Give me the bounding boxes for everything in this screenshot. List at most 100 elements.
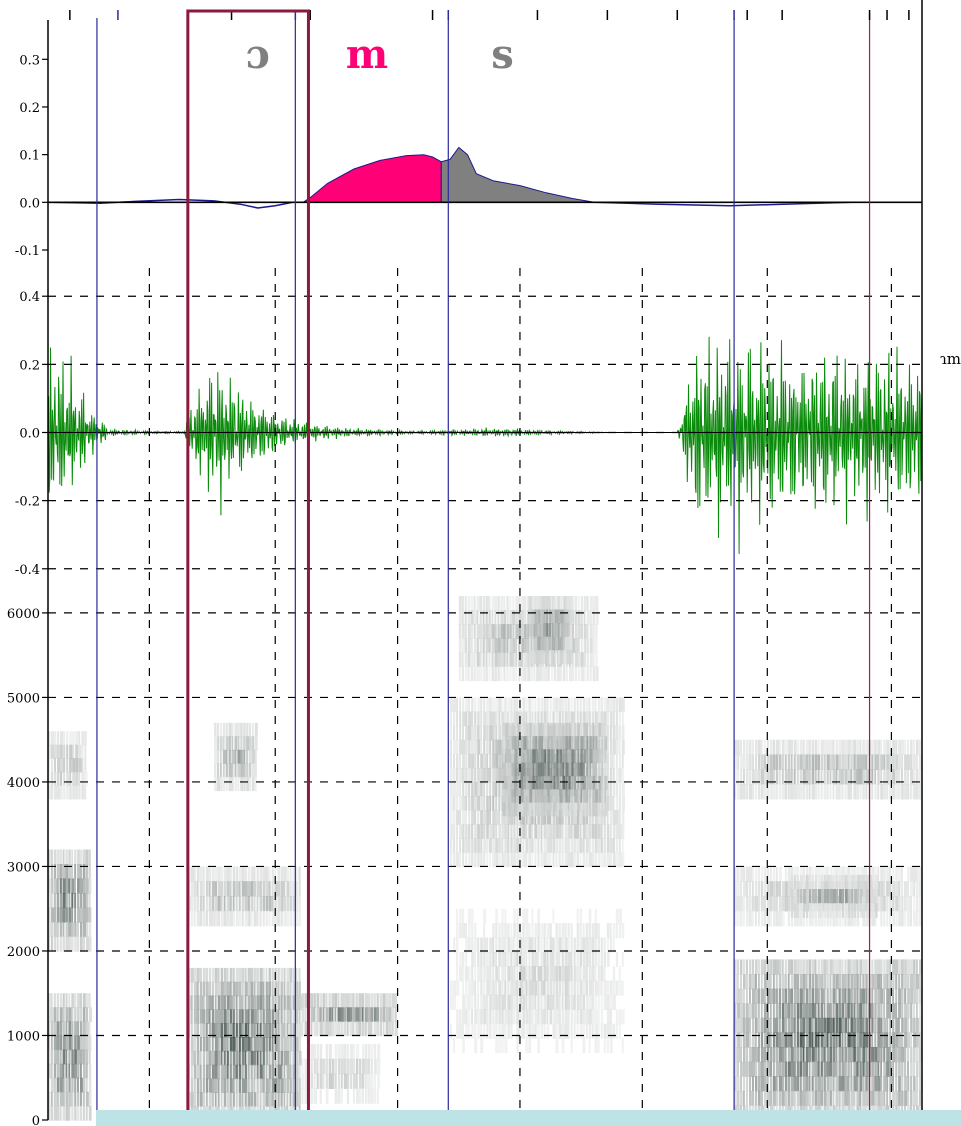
spectrogram-cell [564,838,568,854]
spectrogram-cell [220,1092,223,1107]
spectrogram-cell [847,1032,851,1048]
spectrogram-cell [844,974,847,990]
spectrogram-cell [256,967,259,983]
spectrogram-cell [557,596,560,611]
spectrogram-cell [190,967,194,983]
y-tick-label: 0 [32,1114,40,1126]
spectrogram-cell [546,994,550,1010]
spectrogram-cell [880,1061,882,1077]
spectrogram-cell [253,1078,256,1093]
selection-box[interactable] [186,9,310,1126]
spectrogram-cell [814,1047,818,1063]
spectrogram-cell [615,980,619,996]
spectrogram-cell [241,881,245,897]
spectrogram-cell [863,874,866,890]
spectrogram-cell [540,711,543,727]
spectrogram-cell [500,666,503,682]
spectrogram-cell [580,722,583,737]
spectrogram-cell [65,878,69,894]
spectrogram-cell [579,908,583,924]
spectrogram-cell [456,711,459,727]
spectrogram-cell [618,739,621,755]
spectrogram-cell [766,959,770,975]
spectrogram-cell [202,896,205,912]
spectrogram-cell [489,966,492,982]
spectrogram-cell [325,1058,328,1075]
spectrogram-cell [365,1058,369,1075]
spectrogram-cell [746,1061,749,1077]
spectrogram-cell [464,638,467,654]
spectrogram-cell [574,722,577,737]
spectrogram-cell [535,749,539,764]
spectrogram-cell [495,937,498,953]
spectrogram-cell [461,596,464,611]
spectrogram-cell [480,824,484,839]
spectrogram-cell [570,852,574,868]
selection-rectangle[interactable] [186,9,310,1126]
spectrogram-cell [760,1061,764,1077]
bottom-scrollbar[interactable] [96,1110,961,1126]
spectrogram-cell [609,852,612,868]
spectrogram-cell [889,988,892,1004]
spectrogram-cell [373,1007,377,1023]
spectrogram-cell [196,1037,199,1052]
spectrogram-cell [199,881,203,897]
spectrogram-cell [889,1017,891,1034]
spectrogram-cell [898,739,902,756]
spectrogram-cell [467,624,471,639]
spectrogram-cell [875,903,878,918]
spectrogram-cell [528,980,532,996]
spectrogram-cell [755,1090,758,1107]
spectrogram-cell [534,951,538,967]
spectrogram-cell [522,980,525,996]
spectrogram-cell [585,824,589,839]
spectrogram-cell [566,609,570,624]
spectrogram-cell [910,910,912,927]
spectrogram-cell [298,881,301,897]
spectrogram-cell [459,824,462,839]
y-tick-label: -0.4 [15,563,40,578]
spectrogram-cell [752,910,754,927]
spectrogram-cell [250,1078,254,1093]
spectrogram-cell [752,1032,755,1048]
spectrogram-cell [492,767,495,783]
spectrogram-cell [256,995,260,1010]
spectrogram-cell [772,739,776,756]
spectrogram-cell [498,810,501,825]
spectrogram-cell [544,775,548,790]
spectrogram-cell [574,652,578,668]
spectrogram-cell [474,767,477,783]
spectrogram-cell [232,967,235,983]
spectrogram-cell [543,697,547,713]
spectrogram-cell [853,739,857,756]
spectrogram-cell [280,910,283,927]
spectrogram-cell [588,697,591,713]
spectrogram-cell [775,1076,778,1092]
spectrogram-cell [561,838,564,854]
spectrogram-cell [489,1009,492,1025]
spectrogram-cell [913,974,916,990]
spectrogram-cell [758,1032,761,1048]
spectrogram-cell [77,893,80,909]
spectrogram-cell [56,864,60,880]
spectrogram-cell [743,988,745,1004]
spectrogram-cell [479,596,482,611]
spectrogram-cell [775,866,778,882]
phoneme-label: ɔ [246,31,270,78]
spectrogram-cell [895,910,898,927]
spectrogram-cell [585,838,589,854]
spectrogram-cell [259,881,262,897]
spectrogram-cell [501,994,505,1010]
spectrogram-cell [874,769,877,785]
spectrogram-cell [859,1076,863,1092]
spectrogram-cell [737,1090,740,1107]
spectrogram-cell [554,636,558,651]
spectrogram-cell [805,739,809,756]
spectrogram-cell [612,810,617,825]
spectrogram-cell [259,1064,263,1080]
spectrogram-cell [247,1078,250,1093]
spectrogram-cell [298,896,301,912]
spectrogram-cell [268,967,271,983]
spectrogram-cell [567,951,571,967]
spectrogram-cell [74,993,77,1008]
